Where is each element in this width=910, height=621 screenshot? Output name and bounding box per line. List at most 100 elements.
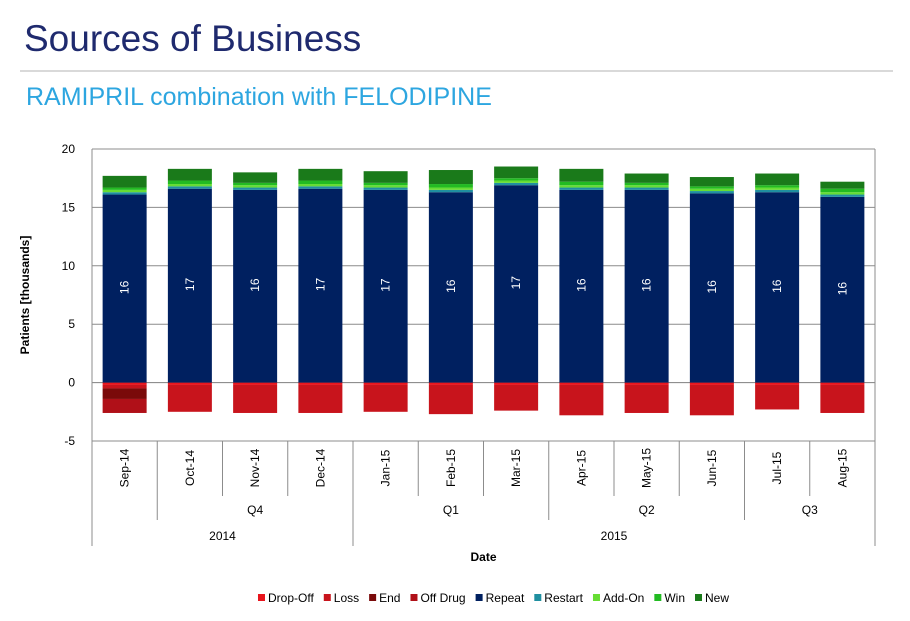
bar-segment-loss	[428, 384, 473, 415]
bar-segment-restart	[820, 194, 865, 197]
bar-segment-new	[755, 173, 800, 186]
bar-segment-loss	[167, 384, 212, 412]
x-tick-label: Jan-15	[379, 449, 393, 486]
y-axis-title: Patients [thousands]	[18, 236, 32, 355]
data-label: 16	[118, 280, 132, 294]
bar-segment-drop-off	[428, 382, 473, 385]
bar-segment-restart	[298, 186, 343, 189]
x-tick-label: Nov-14	[248, 448, 262, 487]
quarter-label: Q4	[247, 503, 263, 517]
data-label: 16	[248, 278, 262, 292]
x-axis-title: Date	[470, 550, 496, 564]
x-tick-label: Mar-15	[509, 449, 523, 487]
bar-segment-drop-off	[494, 382, 539, 385]
data-label: 17	[313, 277, 327, 291]
x-tick-label: Apr-15	[574, 450, 588, 486]
legend-swatch	[534, 594, 542, 601]
bar-segment-loss	[298, 384, 343, 413]
bar-segment-add-on	[363, 185, 408, 188]
bar-segment-drop-off	[559, 382, 604, 385]
x-tick-label: May-15	[640, 448, 654, 488]
bar-segment-add-on	[428, 187, 473, 190]
legend-label: Drop-Off	[268, 591, 314, 605]
bar-segment-new	[820, 181, 865, 189]
title-divider	[20, 70, 893, 72]
x-tick-label: Oct-14	[183, 450, 197, 486]
bar-segment-add-on	[689, 188, 734, 192]
data-label: 16	[640, 278, 654, 292]
bar-segment-add-on	[298, 184, 343, 187]
bar-segment-restart	[755, 189, 800, 193]
bar-segment-restart	[102, 192, 147, 195]
bar-segment-restart	[624, 187, 669, 190]
bar-segment-win	[428, 184, 473, 188]
bar-segment-new	[298, 168, 343, 181]
bar-segment-drop-off	[689, 382, 734, 385]
bar-segment-add-on	[820, 192, 865, 195]
legend-label: Loss	[334, 591, 359, 605]
bar-segment-new	[494, 166, 539, 179]
bar-segment-drop-off	[624, 382, 669, 385]
bar-segment-loss	[689, 384, 734, 416]
quarter-label: Q2	[639, 503, 655, 517]
bar-segment-repeat	[755, 192, 800, 383]
legend-swatch	[257, 594, 265, 601]
y-tick-label: -5	[64, 434, 75, 448]
y-tick-label: 20	[62, 142, 76, 156]
bar-segment-repeat	[494, 185, 539, 383]
bar-segment-repeat	[559, 189, 604, 383]
bar-segment-loss	[755, 384, 800, 410]
slide-subtitle: RAMIPRIL combination with FELODIPINE	[26, 83, 492, 111]
bar-segment-new	[559, 168, 604, 182]
legend-label: New	[705, 591, 729, 605]
bar-segment-end	[102, 388, 147, 399]
bar-segment-new	[233, 172, 278, 183]
data-label: 16	[835, 282, 849, 296]
bar-segment-restart	[233, 187, 278, 190]
bar-segment-repeat	[298, 188, 343, 383]
bar-segment-off-drug	[102, 398, 147, 413]
legend-label: Win	[664, 591, 685, 605]
bar-segment-add-on	[494, 180, 539, 183]
bar-segment-repeat	[102, 194, 147, 383]
year-label: 2014	[209, 529, 236, 543]
data-label: 16	[770, 279, 784, 293]
bar-segment-new	[167, 168, 212, 181]
legend-swatch	[323, 594, 331, 601]
bar-segment-repeat	[689, 193, 734, 383]
bar-segment-win	[298, 180, 343, 185]
bar-segment-repeat	[363, 189, 408, 383]
bar-segment-restart	[167, 186, 212, 189]
legend-swatch	[410, 594, 418, 601]
legend-swatch	[654, 594, 662, 601]
bar-segment-restart	[494, 182, 539, 186]
bar-segment-win	[820, 188, 865, 193]
x-tick-label: Feb-15	[444, 449, 458, 487]
y-tick-label: 10	[62, 259, 76, 273]
legend-label: Add-On	[603, 591, 644, 605]
legend-label: End	[379, 591, 400, 605]
bar-segment-loss	[559, 384, 604, 416]
legend-label: Repeat	[486, 591, 525, 605]
bar-segment-win	[363, 182, 408, 186]
bar-segment-win	[102, 187, 147, 190]
legend-swatch	[592, 594, 600, 601]
bar-segment-repeat	[820, 196, 865, 383]
bar-segment-repeat	[233, 189, 278, 383]
bar-segment-loss	[363, 384, 408, 412]
data-label: 17	[509, 276, 523, 290]
bar-segment-win	[559, 181, 604, 186]
bar-segment-win	[494, 178, 539, 181]
bar-segment-add-on	[167, 184, 212, 187]
bar-segment-loss	[494, 384, 539, 411]
bar-segment-add-on	[102, 189, 147, 193]
bar-segment-win	[624, 182, 669, 186]
bar-segment-repeat	[624, 189, 669, 383]
data-label: 16	[705, 280, 719, 294]
legend-swatch	[475, 594, 483, 601]
bar-segment-drop-off	[233, 382, 278, 385]
y-tick-label: 5	[68, 317, 75, 331]
bar-segment-new	[689, 177, 734, 187]
slide-title: Sources of Business	[24, 18, 362, 59]
